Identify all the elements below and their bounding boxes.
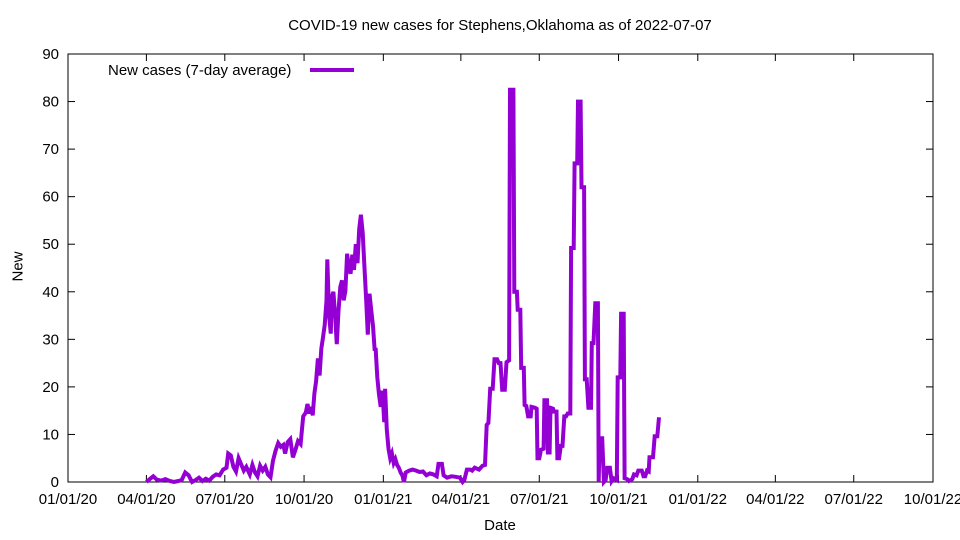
y-tick-label: 10 (42, 426, 59, 443)
y-tick-label: 50 (42, 236, 59, 253)
y-tick-label: 20 (42, 379, 59, 396)
y-tick-label: 80 (42, 94, 59, 111)
x-tick-label: 10/01/22 (904, 491, 960, 508)
x-axis-label: Date (484, 517, 516, 534)
y-tick-label: 90 (42, 46, 59, 63)
chart-title: COVID-19 new cases for Stephens,Oklahoma… (288, 17, 712, 34)
x-tick-label: 04/01/22 (746, 491, 804, 508)
y-axis-label: New (9, 251, 27, 282)
x-tick-label: 01/01/20 (39, 491, 97, 508)
x-tick-label: 07/01/20 (196, 491, 254, 508)
x-tick-label: 10/01/21 (589, 491, 647, 508)
x-tick-label: 07/01/22 (825, 491, 883, 508)
x-tick-label: 04/01/20 (117, 491, 175, 508)
plot-frame (67, 53, 934, 483)
x-tick-label: 04/01/21 (432, 491, 490, 508)
plot-border (67, 53, 934, 483)
legend-label: New cases (7-day average) (108, 62, 292, 79)
y-tick-label: 70 (42, 141, 59, 158)
x-tick-label: 01/01/22 (669, 491, 727, 508)
series-line-0 (145, 87, 661, 488)
x-axis: 01/01/20 04/01/20 07/01/20 10/01/20 01/01/21… (39, 54, 960, 508)
x-tick-label: 07/01/21 (510, 491, 568, 508)
series-layer (145, 87, 661, 488)
y-tick-label: 30 (42, 331, 59, 348)
y-tick-label: 60 (42, 189, 59, 206)
y-tick-label: 0 (51, 474, 59, 491)
x-tick-label: 10/01/20 (275, 491, 333, 508)
y-axis: 0 10 20 30 40 50 60 70 80 90 (42, 46, 933, 491)
x-tick-label: 01/01/21 (354, 491, 412, 508)
y-tick-label: 40 (42, 284, 59, 301)
